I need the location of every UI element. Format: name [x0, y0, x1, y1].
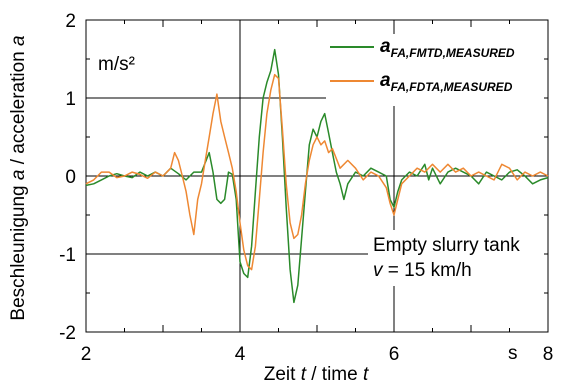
y-axis-title: Beschleunigung a / acceleration a: [8, 35, 29, 320]
x-axis-title-var-1: t: [301, 364, 307, 385]
x-axis-title-part-2: / time: [306, 364, 363, 385]
legend-label-fmtd: aFA,FMTD,MEASURED: [380, 36, 515, 60]
x-tick-label: 2: [81, 344, 92, 365]
annotation-background: [368, 230, 544, 286]
annotation-value: = 15 km/h: [383, 260, 472, 281]
y-axis-title-part-2: / acceleration: [8, 46, 29, 170]
series-line-0: [85, 48, 549, 304]
series-layer: [85, 48, 549, 304]
x-axis-title: Zeit t / time t: [264, 364, 369, 385]
legend-label-fmtd-main: a: [380, 36, 391, 57]
x-tick-label: 8: [543, 344, 554, 365]
x-tick-label: 4: [235, 344, 246, 365]
minor-ticks: [85, 19, 549, 333]
x-axis-title-part-1: Zeit: [264, 364, 301, 385]
legend-background: [326, 34, 544, 106]
annotation-line-1: Empty slurry tank: [373, 235, 520, 256]
tick-labels: 2 4 6 8 -2 -1 0 1 2: [59, 11, 553, 365]
y-tick-label: -1: [59, 245, 76, 266]
annotation: Empty slurry tank v = 15 km/h: [368, 230, 544, 286]
x-unit-label: s: [508, 343, 518, 364]
legend-label-fdta-sub: FA,FDTA,MEASURED: [391, 80, 513, 94]
legend-label-fdta-main: a: [380, 70, 391, 91]
y-tick-label: 1: [65, 89, 76, 110]
series-line-1: [85, 73, 549, 271]
y-tick-label: 2: [65, 11, 76, 32]
y-axis-title-part-1: Beschleunigung: [8, 180, 29, 321]
legend-label-fdta: aFA,FDTA,MEASURED: [380, 70, 513, 94]
annotation-line-2: v = 15 km/h: [373, 260, 472, 281]
y-unit-label: m/s²: [98, 54, 135, 75]
y-axis-title-var-1: a: [8, 170, 29, 181]
legend: aFA,FMTD,MEASURED aFA,FDTA,MEASURED: [326, 34, 544, 106]
y-tick-label: 0: [65, 167, 76, 188]
y-tick-label: -2: [59, 323, 76, 344]
legend-label-fmtd-sub: FA,FMTD,MEASURED: [391, 46, 515, 60]
y-axis-title-var-2: a: [8, 35, 29, 46]
annotation-variable: v: [373, 260, 384, 281]
x-tick-label: 6: [389, 344, 400, 365]
x-axis-title-var-2: t: [363, 364, 369, 385]
